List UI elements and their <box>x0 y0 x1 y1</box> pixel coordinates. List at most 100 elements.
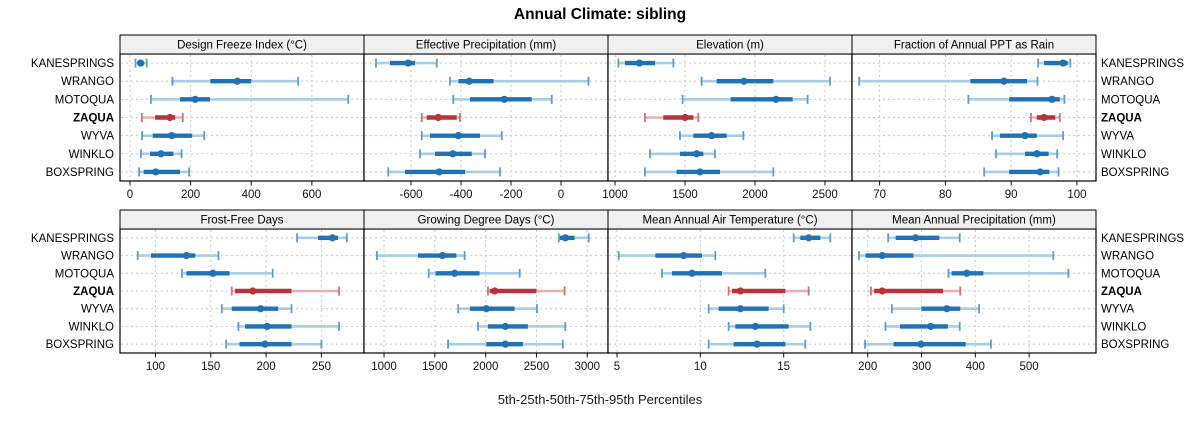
x-tick-label: 400 <box>242 189 261 201</box>
x-tick-label: 200 <box>256 361 275 373</box>
median-dot <box>263 322 271 331</box>
median-dot <box>191 95 199 103</box>
panel-mean-annual-air-temperature-c: 5 10 15 Mean Annual Air Temperature (°C) <box>607 209 853 373</box>
percentile-row-boxspring <box>983 167 1060 177</box>
median-dot <box>435 168 443 176</box>
median-dot <box>707 132 716 140</box>
median-dot <box>137 59 145 67</box>
median-dot <box>1040 113 1048 122</box>
x-tick-label: 300 <box>912 361 931 373</box>
percentile-row-wyva <box>679 131 745 141</box>
percentile-row-wrango <box>858 251 1055 261</box>
station-label-left-wrango-row0: WRANGO <box>61 76 114 88</box>
panel-strip <box>851 209 1097 230</box>
station-label-right-boxspring-row0: BOXSPRING <box>1101 167 1169 179</box>
percentile-row-motoqua <box>967 94 1066 104</box>
percentile-row-kanesprings <box>375 58 438 68</box>
median-dot <box>740 77 748 85</box>
percentile-row-winklo <box>884 321 961 331</box>
median-dot <box>688 269 696 277</box>
station-label-left-kanesprings-row0: KANESPRINGS <box>31 58 114 70</box>
percentile-row-boxspring <box>225 339 323 349</box>
percentile-row-kanesprings <box>557 233 590 243</box>
percentile-row-zaqua <box>1029 113 1061 122</box>
median-dot <box>434 113 442 122</box>
percentile-row-zaqua <box>487 286 566 296</box>
percentile-row-wyva <box>220 304 293 314</box>
median-dot <box>182 251 190 260</box>
x-tick-label: 70 <box>873 189 886 201</box>
panel-strip-title: Mean Annual Precipitation (mm) <box>892 215 1056 227</box>
median-dot <box>963 269 971 277</box>
station-label-left-winklo-row1: WINKLO <box>69 321 114 333</box>
station-label-right-zaqua-row0: ZAQUA <box>1101 113 1142 125</box>
median-dot <box>878 251 886 260</box>
percentile-row-motoqua <box>181 268 274 278</box>
x-tick-label: 200 <box>181 189 200 201</box>
station-label-right-wyva-row0: WYVA <box>1101 131 1134 143</box>
median-dot <box>449 150 457 158</box>
x-tick-label: 400 <box>966 361 985 373</box>
percentile-row-winklo <box>649 149 716 159</box>
median-dot <box>261 340 269 348</box>
panel-growing-degree-days-c: 1000 1500 2000 2500 3000 Growing Degree Days … <box>363 209 609 373</box>
x-tick-label: 100 <box>146 361 165 373</box>
x-tick-label: 2500 <box>524 361 550 373</box>
median-dot <box>561 234 570 242</box>
x-tick-label: -400 <box>449 189 472 201</box>
percentile-row-winklo <box>237 321 341 331</box>
percentile-row-boxspring <box>707 339 807 349</box>
panel-design-freeze-index-c: 0 200 400 600 Design Freeze Index (°C) <box>119 34 365 201</box>
station-label-right-zaqua-row1: ZAQUA <box>1101 286 1142 298</box>
median-dot <box>454 132 462 140</box>
percentile-row-motoqua <box>427 268 521 278</box>
median-dot <box>635 59 643 67</box>
percentile-row-kanesprings <box>296 233 348 243</box>
median-dot <box>943 305 951 313</box>
median-dot <box>1048 95 1056 103</box>
median-dot <box>681 113 689 122</box>
station-label-right-winklo-row1: WINKLO <box>1101 321 1146 333</box>
median-dot <box>256 305 265 313</box>
x-tick-label: 600 <box>302 189 321 201</box>
station-label-right-motoqua-row0: MOTOQUA <box>1101 94 1161 106</box>
median-dot <box>680 251 688 260</box>
percentile-row-wyva <box>141 131 206 141</box>
station-label-left-zaqua-row0: ZAQUA <box>73 113 114 125</box>
median-dot <box>736 305 744 313</box>
median-dot <box>917 340 925 348</box>
x-tick-label: 100 <box>1067 189 1086 201</box>
percentile-row-boxspring <box>447 339 564 349</box>
x-tick-label: 90 <box>1005 189 1018 201</box>
station-label-right-wrango-row1: WRANGO <box>1101 251 1154 263</box>
x-tick-label: 500 <box>1020 361 1039 373</box>
median-dot <box>209 269 217 277</box>
station-label-left-wrango-row1: WRANGO <box>61 251 114 263</box>
percentile-row-kanesprings <box>134 58 148 68</box>
percentile-row-wrango <box>858 76 1039 86</box>
x-tick-label: 15 <box>777 361 790 373</box>
x-tick-label: 10 <box>694 361 707 373</box>
percentile-row-kanesprings <box>792 233 832 243</box>
median-dot <box>1036 168 1044 176</box>
percentile-row-wrango <box>136 251 220 261</box>
percentile-row-kanesprings <box>887 233 961 243</box>
percentile-row-zaqua <box>644 113 700 122</box>
median-dot <box>166 113 174 122</box>
median-dot <box>491 287 499 295</box>
panel-elevation-m: 1000 1500 2000 2500 Elevation (m) <box>602 34 853 201</box>
median-dot <box>152 168 160 176</box>
median-dot <box>465 77 473 85</box>
median-dot <box>500 95 508 103</box>
x-tick-label: 2000 <box>473 361 499 373</box>
percentile-row-boxspring <box>864 339 992 349</box>
x-tick-label: 2000 <box>742 189 768 201</box>
station-label-left-wyva-row1: WYVA <box>81 304 114 316</box>
percentile-row-zaqua <box>870 286 962 296</box>
x-tick-label: 150 <box>201 361 220 373</box>
median-dot <box>1021 132 1029 140</box>
median-dot <box>878 287 886 295</box>
median-dot <box>1059 59 1067 67</box>
x-tick-label: 1500 <box>422 361 448 373</box>
